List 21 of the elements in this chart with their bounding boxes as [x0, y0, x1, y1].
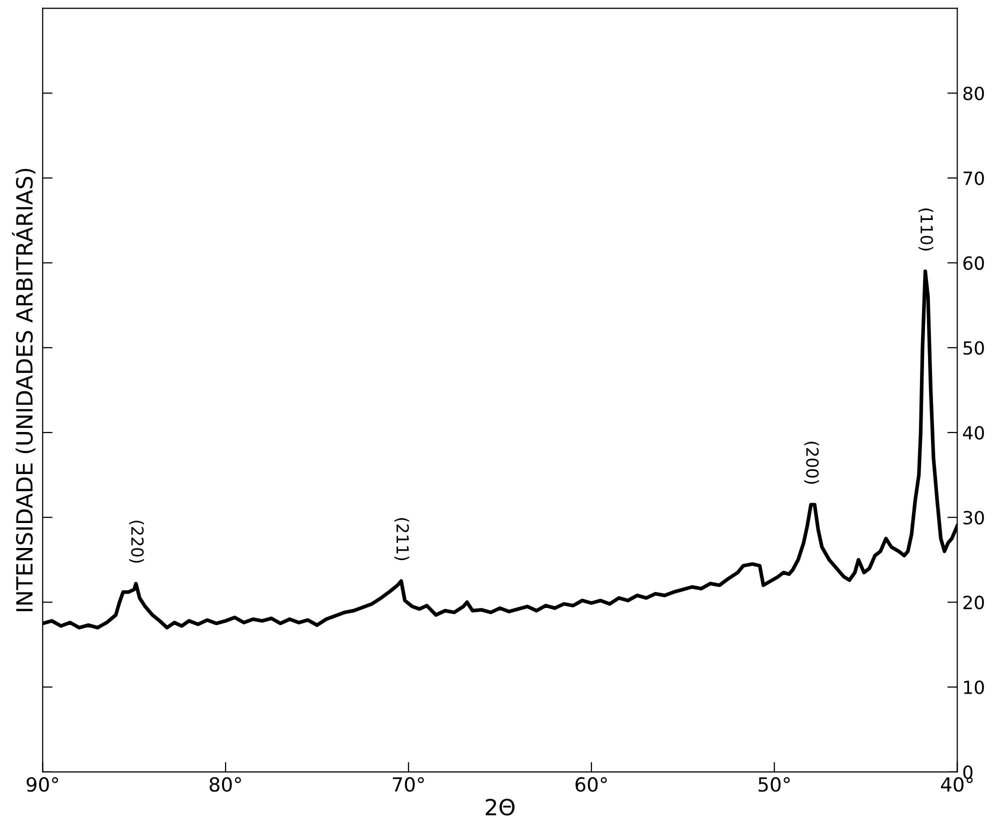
x-tick-label: 70°: [392, 777, 424, 792]
y-tick-label: 30: [964, 510, 984, 524]
x-tick-label: 60°: [576, 777, 607, 792]
y-tick-label: 0: [963, 765, 972, 780]
annotation: (220): [129, 520, 144, 563]
y-tick-label: 50: [964, 341, 984, 355]
x-tick-label: 90°: [26, 777, 58, 792]
y-tick-label: 60: [963, 256, 984, 270]
x-tick-label: 40°: [941, 777, 973, 792]
y-tick-label: 40: [963, 426, 984, 440]
annotation: (211): [394, 518, 410, 560]
annotation: (110): [918, 208, 934, 250]
x-axis-title: 2Θ: [486, 798, 515, 816]
y-tick-label: 20: [963, 596, 984, 610]
y-tick-label: 70: [964, 171, 984, 186]
y-tick-label: 10: [964, 680, 984, 694]
x-tick-label: 80°: [210, 777, 241, 792]
x-tick-label: 50°: [758, 777, 790, 792]
annotation: (200): [804, 442, 819, 484]
y-tick-label: 80: [963, 86, 984, 100]
y-axis-title: INTENSIDADE (UNIDADES ARBITRÁRIAS): [12, 168, 36, 612]
